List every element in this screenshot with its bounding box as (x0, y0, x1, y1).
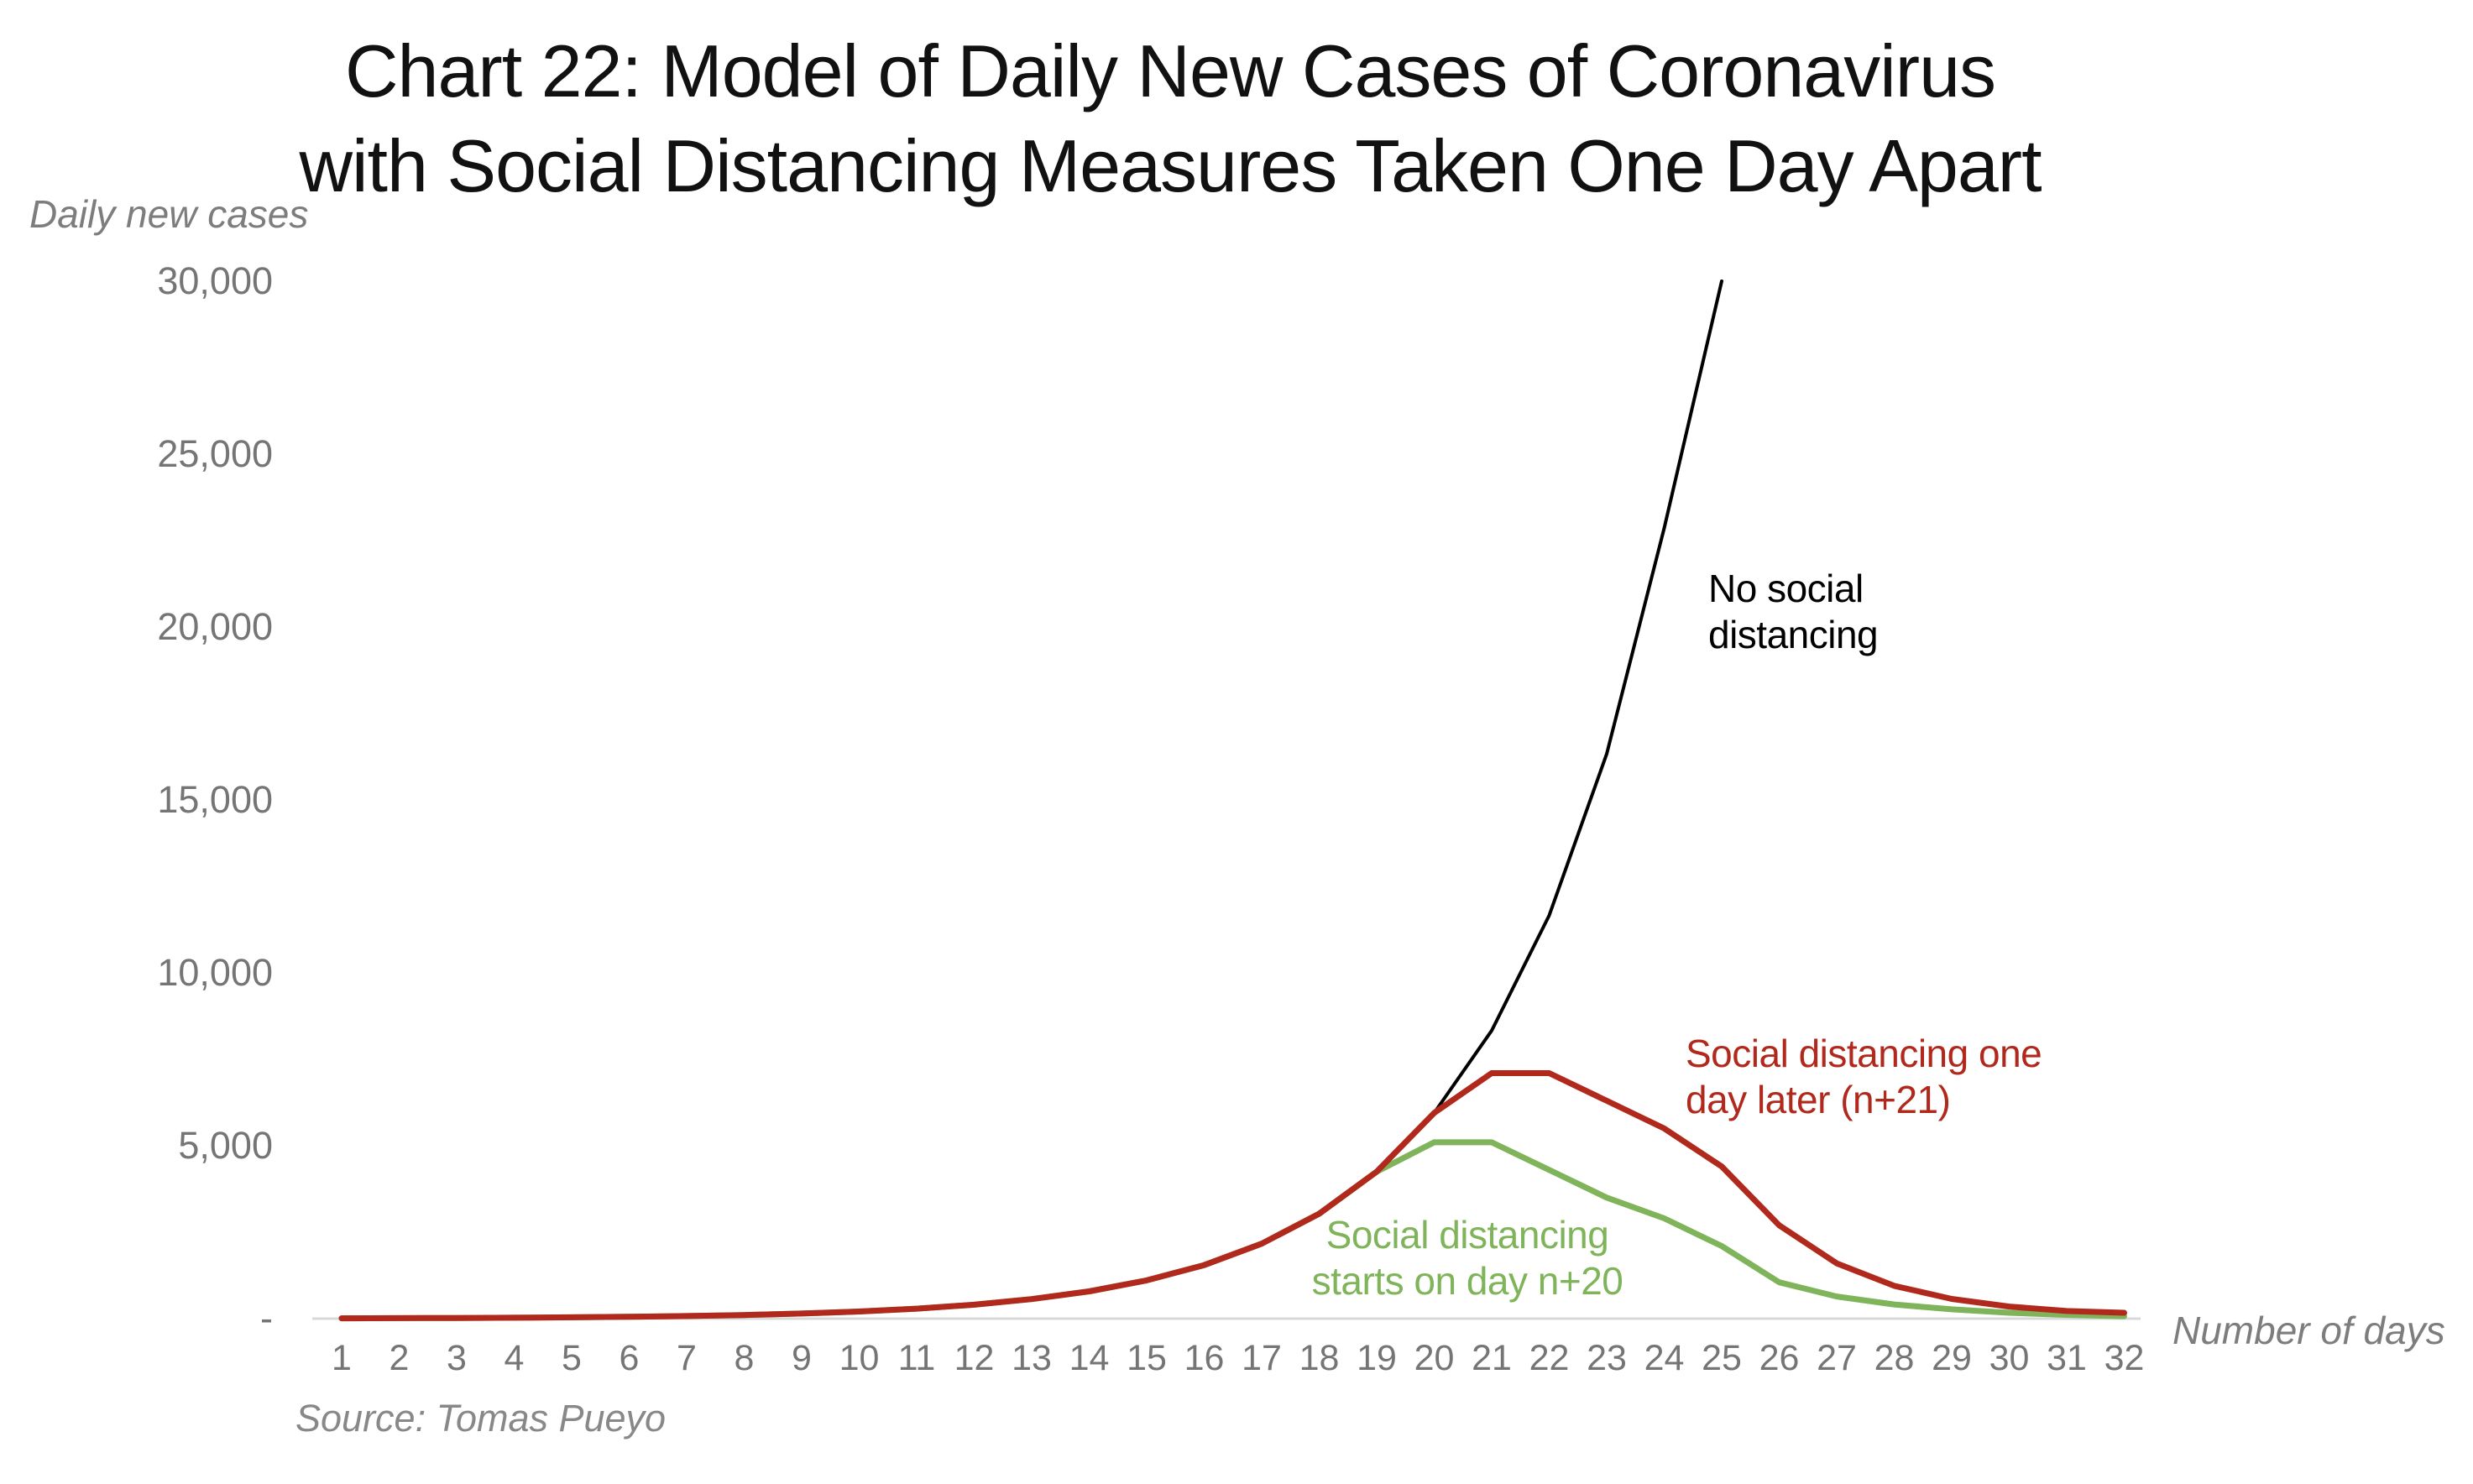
y-tick-label-5000: 5,000 (178, 1124, 273, 1167)
annotation-starts-day-n20-line1: Social distancing (1325, 1213, 1609, 1257)
y-tick-label-0: - (260, 1297, 273, 1340)
annotation-one-day-later-line1: Social distancing one (1686, 1032, 2042, 1075)
x-tick-label-25: 25 (1702, 1338, 1742, 1378)
x-tick-label-10: 10 (839, 1338, 880, 1378)
annotation-one-day-later-line2: day later (n+21) (1686, 1078, 1951, 1121)
x-tick-label-29: 29 (1932, 1338, 1972, 1378)
x-tick-label-16: 16 (1184, 1338, 1225, 1378)
x-tick-label-19: 19 (1357, 1338, 1397, 1378)
x-tick-label-4: 4 (504, 1338, 525, 1378)
series-line-social-distancing-starts-on-day-n-20 (338, 1139, 2127, 1322)
x-tick-label-31: 31 (2047, 1338, 2087, 1378)
annotation-no-social-distancing: No social distancing (1708, 566, 1879, 658)
x-tick-label-26: 26 (1759, 1338, 1800, 1378)
x-tick-label-11: 11 (897, 1338, 936, 1378)
source-note: Source: Tomas Pueyo (295, 1397, 667, 1440)
x-tick-label-12: 12 (954, 1338, 995, 1378)
x-tick-label-32: 32 (2104, 1338, 2145, 1378)
x-tick-label-27: 27 (1817, 1338, 1857, 1378)
x-tick-label-2: 2 (389, 1338, 410, 1378)
x-tick-label-8: 8 (734, 1338, 755, 1378)
x-tick-label-22: 22 (1529, 1338, 1570, 1378)
annotation-starts-day-n20: Social distancing starts on day n+20 (1274, 1212, 1660, 1304)
chart-title: Chart 22: Model of Daily New Cases of Co… (0, 24, 2340, 213)
x-tick-label-5: 5 (562, 1338, 582, 1378)
x-tick-label-15: 15 (1127, 1338, 1167, 1378)
x-tick-label-13: 13 (1012, 1338, 1052, 1378)
y-tick-label-15000: 15,000 (157, 778, 273, 821)
x-tick-label-30: 30 (1989, 1338, 2030, 1378)
x-axis-title: Number of days (2172, 1309, 2445, 1352)
x-tick-label-21: 21 (1472, 1338, 1512, 1378)
annotation-no-social-distancing-line2: distancing (1708, 613, 1879, 656)
x-tick-label-1: 1 (332, 1338, 352, 1378)
x-tick-label-17: 17 (1242, 1338, 1282, 1378)
y-tick-label-25000: 25,000 (157, 432, 273, 475)
annotation-no-social-distancing-line1: No social (1708, 567, 1864, 610)
x-tick-label-24: 24 (1644, 1338, 1685, 1378)
x-tick-label-6: 6 (619, 1338, 640, 1378)
annotation-one-day-later: Social distancing one day later (n+21) (1686, 1031, 2042, 1123)
x-tick-label-20: 20 (1414, 1338, 1455, 1378)
chart-title-line2: with Social Distancing Measures Taken On… (299, 124, 2042, 207)
x-tick-label-7: 7 (677, 1338, 697, 1378)
x-tick-label-3: 3 (447, 1338, 467, 1378)
series-line-no-social-distancing (340, 280, 1723, 1320)
y-axis-title: Daily new cases (29, 192, 309, 236)
x-tick-label-14: 14 (1069, 1338, 1110, 1378)
x-tick-label-28: 28 (1874, 1338, 1915, 1378)
x-tick-label-18: 18 (1299, 1338, 1340, 1378)
y-tick-label-30000: 30,000 (157, 259, 273, 302)
annotation-starts-day-n20-line2: starts on day n+20 (1311, 1259, 1623, 1303)
x-tick-label-23: 23 (1587, 1338, 1627, 1378)
y-tick-label-10000: 10,000 (157, 951, 273, 994)
series-line-social-distancing-one-day-later-n-21 (338, 1070, 2127, 1322)
x-tick-label-9: 9 (792, 1338, 812, 1378)
chart-title-line1: Chart 22: Model of Daily New Cases of Co… (344, 29, 1996, 112)
y-tick-label-20000: 20,000 (157, 605, 273, 648)
